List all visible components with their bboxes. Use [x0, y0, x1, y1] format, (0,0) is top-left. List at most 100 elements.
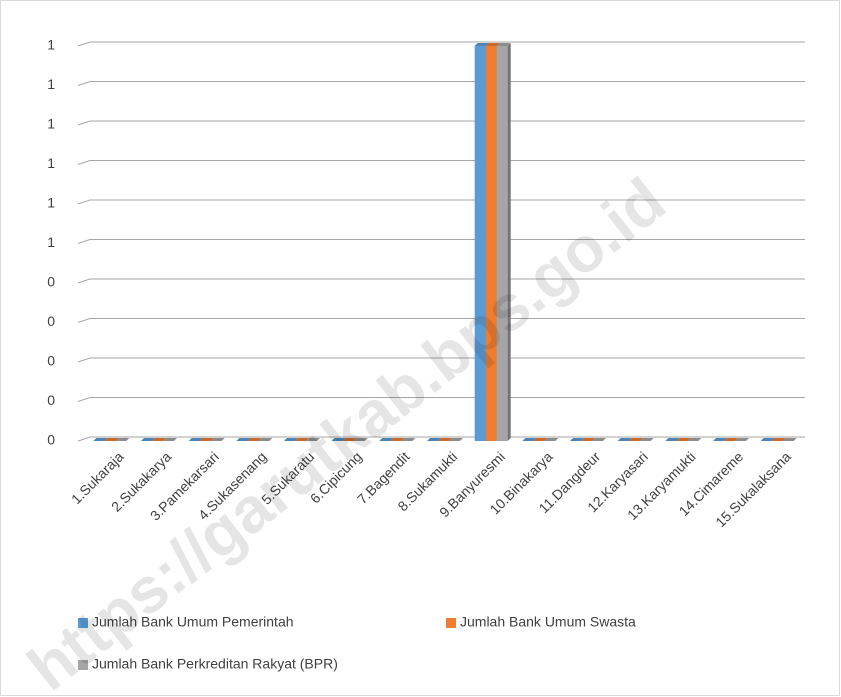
bar	[522, 438, 537, 441]
bar	[533, 438, 548, 441]
bar	[735, 438, 749, 441]
bar-top	[438, 438, 452, 441]
grid-line	[77, 160, 805, 165]
bar-top	[141, 438, 155, 441]
bar	[115, 438, 130, 441]
grid-line	[77, 239, 805, 244]
bar-top	[533, 438, 548, 441]
bar	[152, 438, 166, 441]
legend-swatch	[446, 618, 456, 628]
bar	[713, 438, 727, 441]
bar-top	[401, 438, 416, 441]
y-tick-label: 0	[47, 353, 55, 369]
bar-top	[544, 438, 559, 441]
bar	[93, 438, 108, 441]
bar	[449, 438, 463, 441]
bar-top	[782, 438, 797, 441]
bar-top	[93, 438, 108, 441]
bar-top	[676, 438, 691, 441]
bar-top	[163, 438, 177, 441]
grid-line	[77, 318, 805, 323]
bar	[782, 438, 797, 441]
bar	[284, 438, 298, 441]
bar	[438, 438, 452, 441]
bar	[760, 438, 775, 441]
bar	[247, 438, 262, 441]
bar	[544, 438, 559, 441]
bar	[771, 438, 786, 441]
bar-front	[485, 46, 497, 441]
bar	[639, 438, 654, 441]
y-tick-label: 1	[47, 76, 55, 92]
bar	[427, 438, 441, 441]
bar-top	[390, 438, 405, 441]
bar-top	[236, 438, 251, 441]
bar-front	[474, 46, 486, 441]
bar-top	[570, 438, 584, 441]
bar	[379, 438, 394, 441]
bar	[188, 438, 203, 441]
y-tick-label: 1	[47, 116, 55, 132]
bar	[724, 438, 738, 441]
legend-label: Jumlah Bank Umum Swasta	[460, 614, 636, 630]
bar-top	[115, 438, 130, 441]
bar-top	[210, 438, 225, 441]
bar-top	[713, 438, 727, 441]
grid-line	[77, 199, 805, 205]
bar-top	[427, 438, 441, 441]
bar-top	[771, 438, 786, 441]
grid-line	[77, 278, 805, 284]
bar-top	[735, 438, 749, 441]
bar-top	[331, 438, 346, 441]
y-tick-label: 1	[47, 195, 55, 211]
y-tick-label: 0	[47, 392, 55, 408]
bar-top	[474, 43, 489, 46]
bar-top	[628, 438, 643, 441]
bar	[687, 438, 702, 441]
bar-top	[592, 438, 606, 441]
bar-top	[284, 438, 298, 441]
grid-line	[77, 120, 805, 126]
bar-top	[639, 438, 654, 441]
bar-top	[258, 438, 273, 441]
bar	[617, 438, 632, 441]
bar	[331, 438, 346, 441]
bar	[163, 438, 177, 441]
bar-top	[104, 438, 119, 441]
bar	[496, 43, 511, 441]
bar-top	[687, 438, 702, 441]
bar-top	[295, 438, 309, 441]
bar	[676, 438, 691, 441]
bar-front	[496, 46, 508, 441]
legend-label: Jumlah Bank Umum Pemerintah	[92, 614, 294, 630]
bar	[258, 438, 273, 441]
legend-label: Jumlah Bank Perkreditan Rakyat (BPR)	[92, 656, 338, 672]
bar-top	[247, 438, 262, 441]
bar	[628, 438, 643, 441]
bar	[665, 438, 680, 441]
bar-top	[724, 438, 738, 441]
bar-top	[449, 438, 463, 441]
grid-line	[77, 357, 805, 363]
bar	[199, 438, 214, 441]
bar	[570, 438, 584, 441]
bar	[306, 438, 320, 441]
bar-top	[353, 438, 368, 441]
y-tick-label: 0	[47, 274, 55, 290]
y-tick-label: 0	[47, 313, 55, 329]
legend-swatch	[78, 618, 88, 628]
y-tick-label: 0	[47, 432, 55, 448]
bar-top	[522, 438, 537, 441]
bar	[236, 438, 251, 441]
grid-line	[77, 41, 805, 47]
bar-top	[760, 438, 775, 441]
legend-swatch	[78, 660, 88, 670]
bar-top	[485, 43, 500, 46]
bar	[592, 438, 606, 441]
bar	[390, 438, 405, 441]
bar-top	[496, 43, 511, 46]
grid-line	[77, 81, 805, 86]
bar-top	[581, 438, 595, 441]
